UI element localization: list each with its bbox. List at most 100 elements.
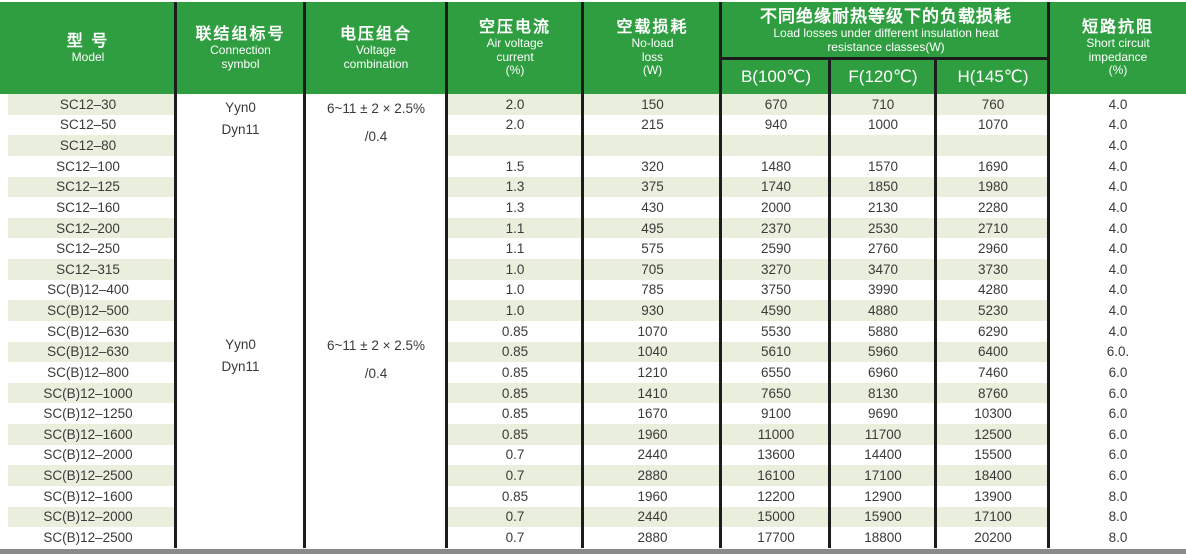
- cell-loss-b: 3270: [722, 259, 830, 280]
- header-noload-unit: (W): [642, 63, 663, 78]
- merged-connection-group1: Yyn0 Dyn11: [176, 97, 305, 141]
- cell-impedance: 6.0: [1108, 468, 1128, 484]
- cell-no-load-loss: 575: [641, 241, 664, 257]
- cell-loss-f: 2760: [867, 241, 899, 257]
- cell-connection: [176, 507, 305, 528]
- cell-no-load-loss: 1670: [637, 406, 668, 422]
- cell-no-load-loss: 1960: [583, 424, 722, 445]
- header-air-voltage-current: 空压电流 Air voltage current (%): [447, 2, 583, 94]
- cell-loss-b: 13600: [757, 447, 795, 463]
- cell-air-current: 1.3: [447, 176, 583, 198]
- cell-loss-f: 2530: [830, 217, 936, 239]
- cell-loss-h: 3730: [936, 259, 1050, 280]
- cell-no-load-loss: 2440: [637, 447, 668, 463]
- table-body: SC12–30 2.0 150 670 710 760 4.0 SC12–50 2.0 215 94…: [0, 94, 1186, 548]
- cell-model: SC(B)12–2500: [0, 465, 176, 486]
- merged-voltage-group2: 6~11 ± 2 × 2.5% /0.4: [305, 332, 447, 388]
- cell-loss-f: 5880: [867, 323, 899, 339]
- cell-impedance: 4.0: [1108, 323, 1128, 339]
- column-divider: [174, 2, 177, 548]
- cell-no-load-loss: 215: [641, 117, 664, 133]
- cell-impedance: 4.0: [1108, 96, 1128, 112]
- cell-model: SC12–160: [56, 199, 120, 215]
- cell-voltage: [305, 300, 447, 321]
- cell-loss-f: 1850: [830, 176, 936, 198]
- cell-loss-f: 12900: [864, 488, 902, 504]
- cell-air-current: 0.7: [505, 529, 525, 545]
- cell-model: SC(B)12–630: [0, 341, 176, 363]
- table-header: 型 号 Model 联结组标号 Connection symbol 电压组合 V…: [0, 2, 1186, 94]
- table-row: SC(B)12–2000 0.7 2440 15000 15900 17100 8.0: [0, 506, 1186, 528]
- cell-loss-f: 4880: [830, 300, 936, 321]
- cell-impedance: 6.0: [1108, 364, 1128, 380]
- cell-connection: [176, 486, 305, 507]
- cell-loss-b: 1480: [760, 158, 792, 174]
- cell-loss-f: 1570: [867, 158, 899, 174]
- cell-air-current: 1.3: [505, 199, 525, 215]
- cell-impedance: 4.0: [1108, 179, 1128, 195]
- header-model-zh: 型 号: [66, 32, 110, 50]
- header-class-f-label: F(120℃): [848, 66, 918, 86]
- table-row: SC(B)12–2500 0.7 2880 16100 17100 18400 6.0: [0, 465, 1186, 486]
- header-impedance-unit: (%): [1108, 63, 1128, 78]
- cell-loss-f: 8130: [830, 382, 936, 404]
- cell-model: SC(B)12–630: [47, 323, 129, 339]
- header-class-f: F(120℃): [830, 59, 936, 94]
- header-class-b-label: B(100℃): [740, 66, 812, 86]
- column-divider: [445, 2, 448, 548]
- header-impedance-zh: 短路抗阻: [1081, 19, 1154, 37]
- cell-loss-b: 3750: [760, 282, 792, 298]
- cell-air-current: 0.85: [501, 323, 529, 339]
- header-group-zh: 不同绝缘耐热等级下的负载损耗: [760, 7, 1012, 26]
- cell-no-load-loss: 430: [641, 199, 664, 215]
- table-row: SC(B)12–630 0.85 1070 5530 5880 6290 4.0: [0, 321, 1186, 342]
- cell-model: SC12–125: [0, 176, 176, 198]
- header-air-unit: (%): [505, 63, 525, 78]
- cell-loss-h: 13900: [974, 488, 1012, 504]
- cell-connection: [176, 259, 305, 280]
- cell-loss-b: 7650: [722, 382, 830, 404]
- cell-loss-h: 6290: [977, 323, 1009, 339]
- cell-loss-h: 2960: [977, 241, 1009, 257]
- cell-loss-h: 18400: [936, 465, 1050, 486]
- cell-loss-f: 3990: [867, 282, 899, 298]
- cell-loss-b: 11000: [722, 424, 830, 445]
- header-short-circuit-impedance: 短路抗阻 Short circuit impedance (%): [1050, 2, 1186, 94]
- subcolumn-divider: [934, 57, 937, 548]
- table-bottom-border: [0, 549, 1186, 554]
- header-voltage-en1: Voltage: [355, 43, 397, 57]
- cell-no-load-loss: 2440: [583, 506, 722, 528]
- connection-value: Yyn0: [225, 337, 256, 352]
- cell-no-load-loss: 705: [583, 259, 722, 280]
- cell-loss-h: 10300: [974, 406, 1012, 422]
- cell-voltage: [305, 507, 447, 528]
- connection-value: Dyn11: [221, 122, 260, 137]
- table-row: SC(B)12–2500 0.7 2880 17700 18800 20200 8.0: [0, 527, 1186, 548]
- cell-no-load-loss: 1040: [583, 341, 722, 363]
- voltage-value: /0.4: [364, 129, 388, 144]
- cell-loss-h: 1690: [977, 158, 1009, 174]
- cell-voltage: [305, 197, 447, 218]
- column-divider: [719, 2, 722, 548]
- cell-loss-f: 3470: [830, 259, 936, 280]
- cell-no-load-loss: 320: [641, 158, 664, 174]
- cell-no-load-loss: 930: [583, 300, 722, 321]
- cell-no-load-loss: [583, 135, 722, 156]
- header-connection-en1: Connection: [210, 43, 271, 57]
- cell-air-current: 0.7: [447, 506, 583, 528]
- cell-loss-h: 8760: [936, 382, 1050, 404]
- table-row: SC12–50 2.0 215 940 1000 1070 4.0: [0, 115, 1186, 136]
- cell-impedance: 4.0: [1108, 303, 1128, 319]
- cell-impedance: 4.0: [1108, 158, 1128, 174]
- cell-voltage: [305, 238, 447, 259]
- merged-connection-group2: Yyn0 Dyn11: [176, 334, 305, 378]
- header-connection-zh: 联结组标号: [195, 26, 286, 43]
- cell-model: SC12–250: [56, 241, 120, 257]
- cell-connection: [176, 300, 305, 321]
- header-voltage-zh: 电压组合: [339, 26, 412, 43]
- header-model: 型 号 Model: [0, 2, 176, 94]
- cell-model: SC12–315: [0, 259, 176, 280]
- table-row: SC12–200 1.1 495 2370 2530 2710 4.0: [0, 217, 1186, 239]
- cell-no-load-loss: 1960: [637, 488, 668, 504]
- cell-loss-b: 940: [764, 117, 788, 133]
